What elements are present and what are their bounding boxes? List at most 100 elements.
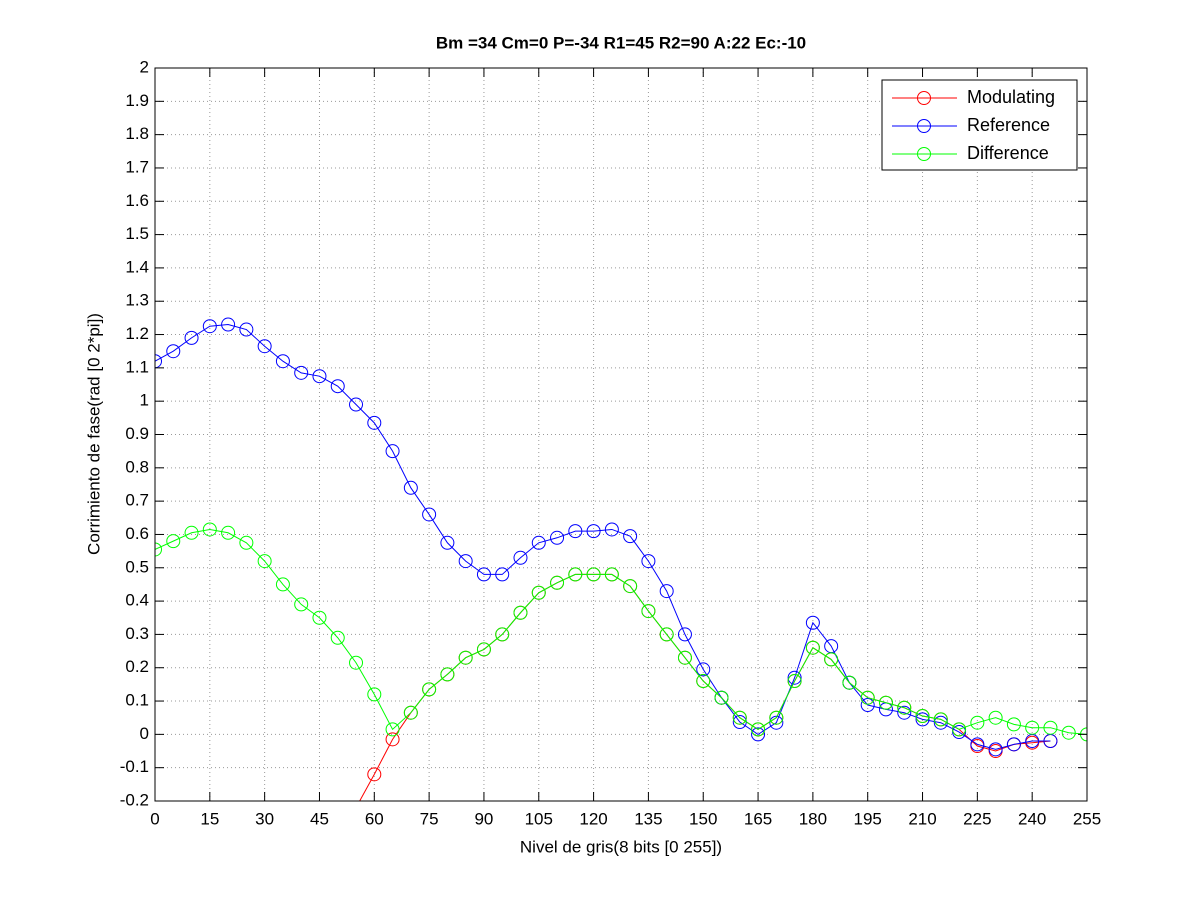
data-point [550,575,565,590]
data-point [294,365,309,380]
data-point [330,379,345,394]
data-point [155,542,162,557]
x-tick-label: 195 [854,809,882,828]
data-point [568,524,583,539]
data-point [202,522,217,537]
data-point [550,530,565,545]
data-point [166,344,181,359]
data-point [604,522,619,537]
x-tick-label: 165 [744,809,772,828]
data-point [970,715,985,730]
y-tick-label: 0.8 [125,457,149,476]
data-point [1025,720,1040,735]
data-point [239,535,254,550]
data-point [155,354,162,369]
data-point [586,524,601,539]
y-axis-label: Corrimiento de fase(rad [0 2*pi]) [84,313,103,555]
data-point [897,705,912,720]
data-point [915,712,930,727]
y-tick-label: 0.2 [125,657,149,676]
y-tick-label: 2 [140,57,149,76]
legend-marker [917,91,931,105]
data-point [988,742,1003,757]
x-tick-label: 0 [150,809,159,828]
data-point [970,737,985,752]
data-point [476,642,491,657]
data-point [805,640,820,655]
data-point [677,627,692,642]
x-tick-label: 210 [908,809,936,828]
data-point [531,585,546,600]
y-tick-label: 1.4 [125,257,149,276]
data-point [787,674,802,689]
data-point [769,715,784,730]
x-tick-label: 105 [525,809,553,828]
y-tick-label: 0.1 [125,691,149,710]
data-point [221,317,236,332]
data-point [677,650,692,665]
data-point [659,584,674,599]
data-point [1043,720,1058,735]
data-point [385,722,400,737]
x-tick-label: 60 [365,809,384,828]
data-point [403,480,418,495]
y-tick-label: 1.1 [125,357,149,376]
data-point [495,627,510,642]
data-point [604,567,619,582]
series-line [155,324,1051,750]
data-point [623,529,638,544]
data-point [842,675,857,690]
data-point [878,695,893,710]
data-point [422,507,437,522]
y-tick-label: 1.9 [125,91,149,110]
x-tick-label: 75 [420,809,439,828]
data-point [403,705,418,720]
data-point [732,710,747,725]
data-point [385,444,400,459]
data-point [294,597,309,612]
data-point [860,698,875,713]
data-point [422,682,437,697]
legend: Modulating Reference Difference [881,79,1078,171]
data-point [312,369,327,384]
data-point [166,534,181,549]
y-tick-label: -0.2 [120,790,149,809]
y-tick-label: 0.5 [125,557,149,576]
data-point [751,727,766,742]
data-point [1006,717,1021,732]
data-point [202,319,217,334]
data-point [385,732,400,747]
data-point [641,554,656,569]
y-tick-label: 0.4 [125,591,149,610]
y-tick-label: 1.2 [125,324,149,343]
data-point [239,322,254,337]
x-tick-label: 225 [963,809,991,828]
y-tick-label: 0.9 [125,424,149,443]
x-tick-label: 180 [799,809,827,828]
legend-label: Difference [967,143,1049,163]
data-point [349,655,364,670]
data-point [458,650,473,665]
data-point [897,700,912,715]
data-point [586,567,601,582]
data-point [275,577,290,592]
data-point [696,662,711,677]
legend-label: Reference [967,115,1050,135]
y-tick-label: 1.3 [125,291,149,310]
data-point [353,800,359,801]
y-tick-label: 1.8 [125,124,149,143]
y-tick-label: 0.7 [125,491,149,510]
data-point [860,690,875,705]
data-point [696,674,711,689]
y-tick-label: 1.6 [125,191,149,210]
y-tick-label: 1 [140,391,149,410]
data-point [714,690,729,705]
x-tick-label: 255 [1073,809,1101,828]
plot [155,317,1087,801]
legend-label: Modulating [967,87,1055,107]
data-point [221,525,236,540]
data-point [349,397,364,412]
data-point [751,722,766,737]
legend-marker [917,119,931,133]
